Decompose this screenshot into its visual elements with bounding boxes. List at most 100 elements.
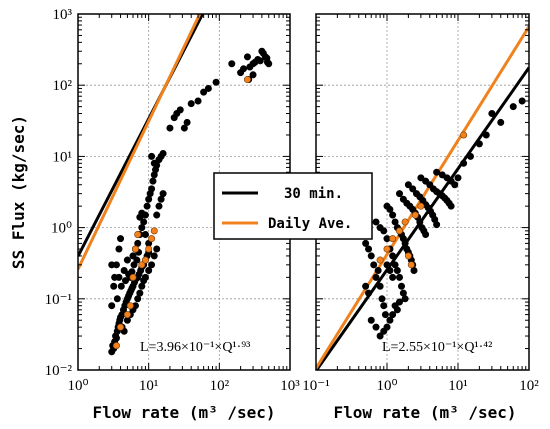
- data-point: [129, 273, 137, 281]
- x-tick-label: 10¹: [139, 378, 159, 394]
- data-point: [404, 181, 412, 189]
- left-fit-lines: [78, 14, 205, 270]
- data-point: [166, 124, 174, 132]
- data-point: [204, 84, 212, 92]
- x-tick-label: 10²: [519, 378, 539, 394]
- data-point: [159, 149, 167, 157]
- data-point: [467, 152, 475, 160]
- data-point: [451, 181, 459, 189]
- data-point: [407, 261, 415, 269]
- data-point: [396, 227, 404, 235]
- data-point: [383, 261, 391, 269]
- data-point: [141, 273, 149, 281]
- data-point: [389, 252, 397, 260]
- legend-label-30min: 30 min.: [284, 186, 343, 202]
- data-point: [389, 211, 397, 219]
- data-point: [383, 323, 391, 331]
- data-point: [148, 261, 156, 269]
- data-point: [381, 311, 389, 319]
- data-point: [376, 282, 384, 290]
- data-point: [180, 124, 188, 132]
- legend: 30 min. Daily Ave.: [213, 172, 373, 240]
- data-point: [367, 252, 375, 260]
- data-point: [475, 140, 483, 148]
- right-x-axis-title: Flow rate (m³ /sec): [333, 403, 516, 422]
- data-point: [120, 266, 128, 274]
- data-point: [417, 174, 425, 182]
- data-point: [417, 202, 425, 210]
- data-point: [143, 202, 151, 210]
- data-point: [454, 174, 462, 182]
- data-point: [383, 245, 391, 253]
- data-point: [396, 298, 404, 306]
- data-point: [401, 295, 409, 303]
- x-tick-label: 10¹: [448, 378, 468, 394]
- data-point: [140, 218, 148, 226]
- data-point: [488, 110, 496, 118]
- data-point: [396, 273, 404, 281]
- data-point: [397, 282, 405, 290]
- data-point: [482, 131, 490, 139]
- left-fit-equation: L=3.96×10⁻¹×Q¹·⁹³: [140, 340, 250, 355]
- data-point: [145, 245, 153, 253]
- data-point: [376, 332, 384, 340]
- data-point: [153, 211, 161, 219]
- data-point: [409, 185, 417, 193]
- data-point: [117, 323, 125, 331]
- data-point: [447, 202, 455, 210]
- left-x-axis-title: Flow rate (m³ /sec): [92, 403, 275, 422]
- data-point: [362, 239, 370, 247]
- data-point: [176, 106, 184, 114]
- legend-box: [213, 172, 373, 240]
- data-point: [393, 306, 401, 314]
- data-point: [367, 316, 375, 324]
- data-point: [148, 152, 156, 160]
- data-point: [200, 88, 208, 96]
- data-point: [404, 252, 412, 260]
- data-point: [389, 273, 397, 281]
- data-point: [150, 159, 158, 167]
- data-point: [497, 118, 505, 126]
- data-point: [126, 302, 134, 310]
- data-point: [410, 266, 418, 274]
- data-point: [150, 252, 158, 260]
- data-point: [131, 245, 139, 253]
- data-point: [372, 273, 380, 281]
- data-point: [115, 245, 123, 253]
- data-point: [386, 316, 394, 324]
- data-point: [422, 231, 430, 239]
- left-points: [108, 47, 273, 356]
- data-point: [145, 266, 153, 274]
- data-point: [386, 266, 394, 274]
- data-point: [460, 159, 468, 167]
- data-point: [396, 190, 404, 198]
- data-point: [509, 103, 517, 111]
- data-point: [256, 57, 264, 65]
- legend-label-daily: Daily Ave.: [268, 216, 352, 232]
- data-point: [389, 311, 397, 319]
- y-tick-label: 10³: [53, 7, 73, 23]
- data-point: [150, 227, 158, 235]
- y-tick-label: 10⁻²: [45, 363, 73, 379]
- data-point: [148, 185, 156, 193]
- data-point: [228, 60, 236, 68]
- x-tick-label: 10⁰: [376, 378, 397, 394]
- data-point: [117, 282, 125, 290]
- data-point: [243, 53, 251, 61]
- data-point: [121, 277, 129, 285]
- data-point: [187, 100, 195, 108]
- data-point: [123, 311, 131, 319]
- data-point: [518, 97, 526, 105]
- data-point: [133, 256, 141, 264]
- data-point: [159, 190, 167, 198]
- y-tick-label: 10²: [53, 78, 73, 94]
- data-point: [401, 218, 409, 226]
- fit-line: [316, 66, 529, 370]
- data-point: [138, 261, 146, 269]
- data-point: [113, 295, 121, 303]
- data-point: [249, 71, 257, 79]
- data-point: [389, 235, 397, 243]
- x-tick-label: 10⁻¹: [302, 378, 329, 394]
- y-tick-label: 10⁻¹: [45, 292, 72, 308]
